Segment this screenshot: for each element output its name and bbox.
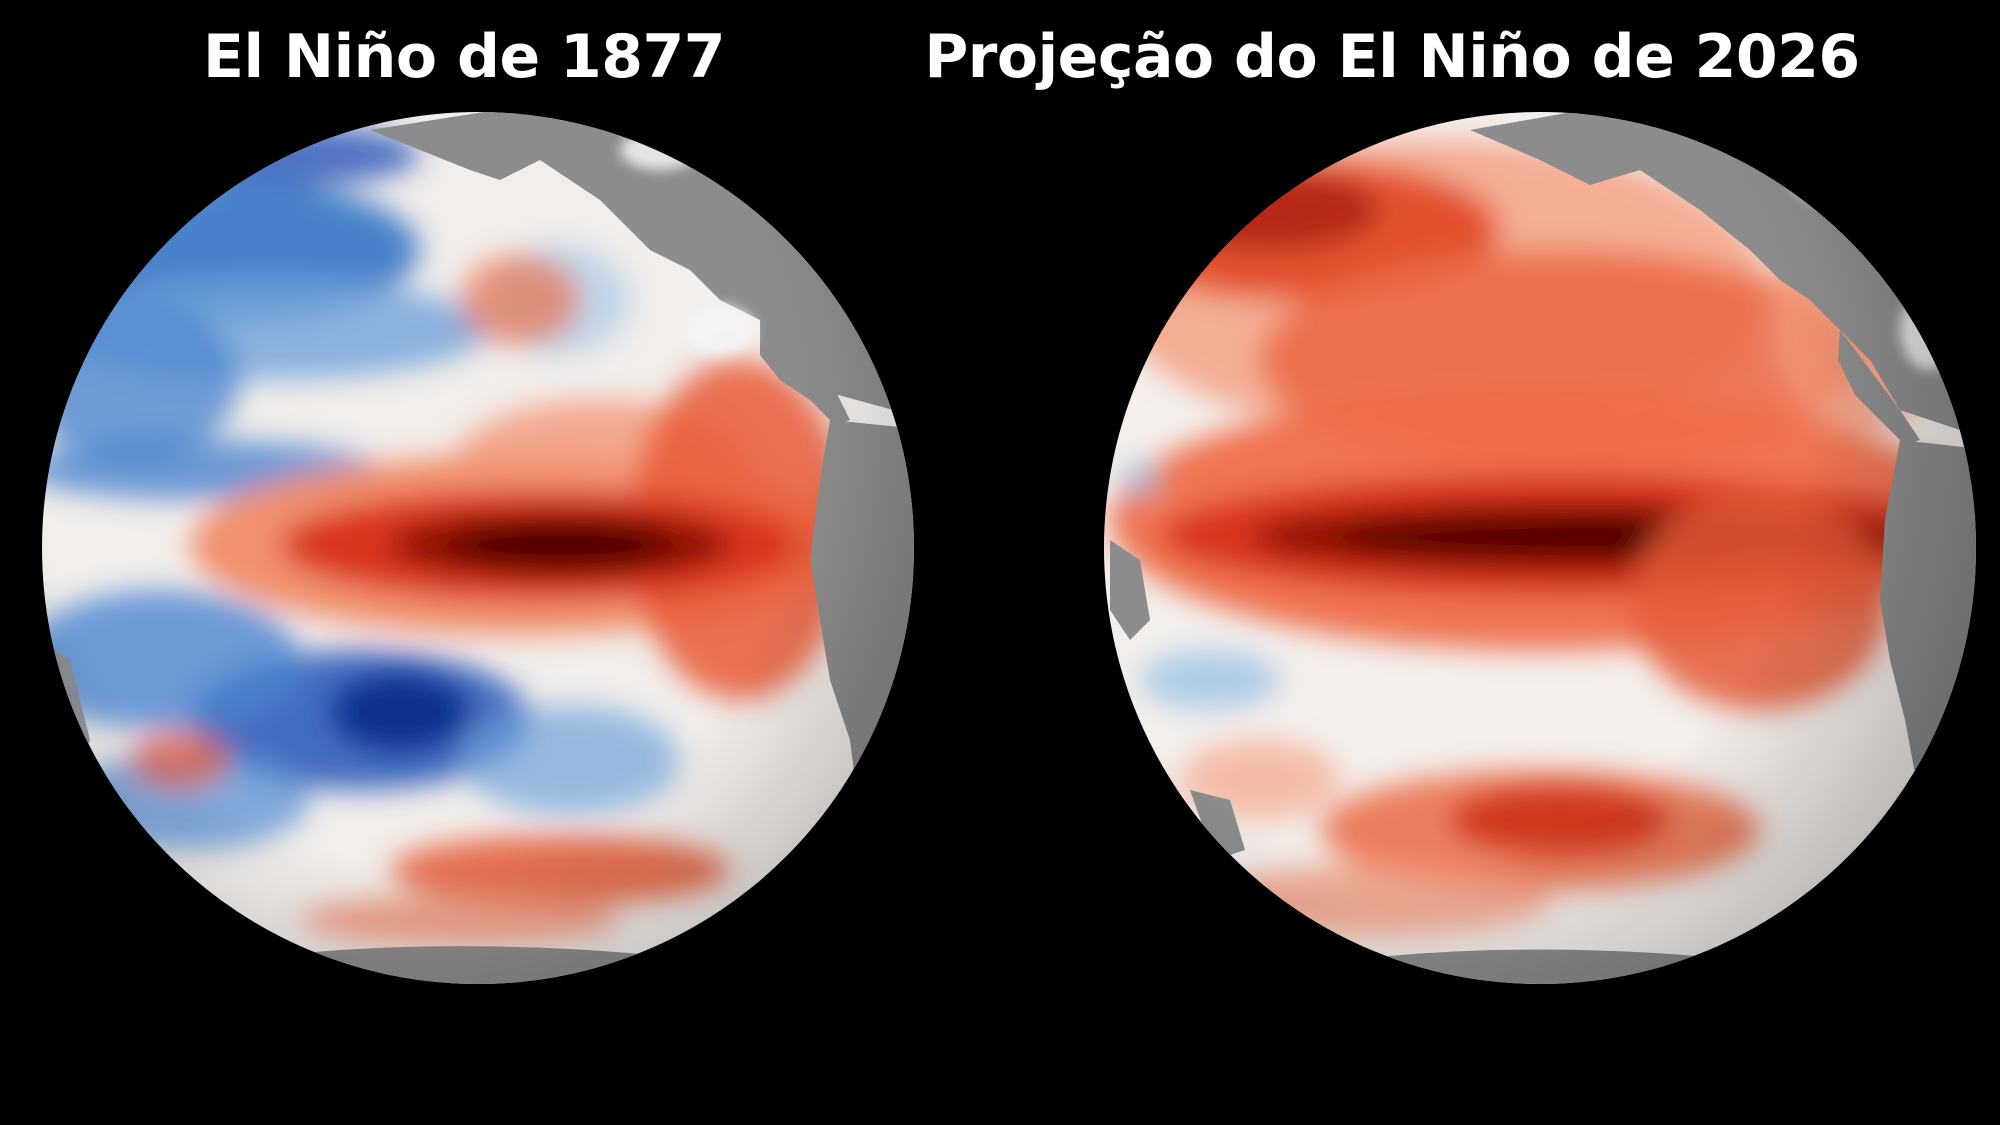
panel-title-1877: El Niño de 1877 <box>202 22 726 92</box>
panel-title-2026: Projeção do El Niño de 2026 <box>924 22 1860 92</box>
globe-1877 <box>42 112 914 984</box>
panel-2026: Projeção do El Niño de 2026 <box>924 0 2000 1125</box>
globe-2026 <box>1104 112 1976 984</box>
panel-1877: El Niño de 1877 <box>42 22 914 984</box>
